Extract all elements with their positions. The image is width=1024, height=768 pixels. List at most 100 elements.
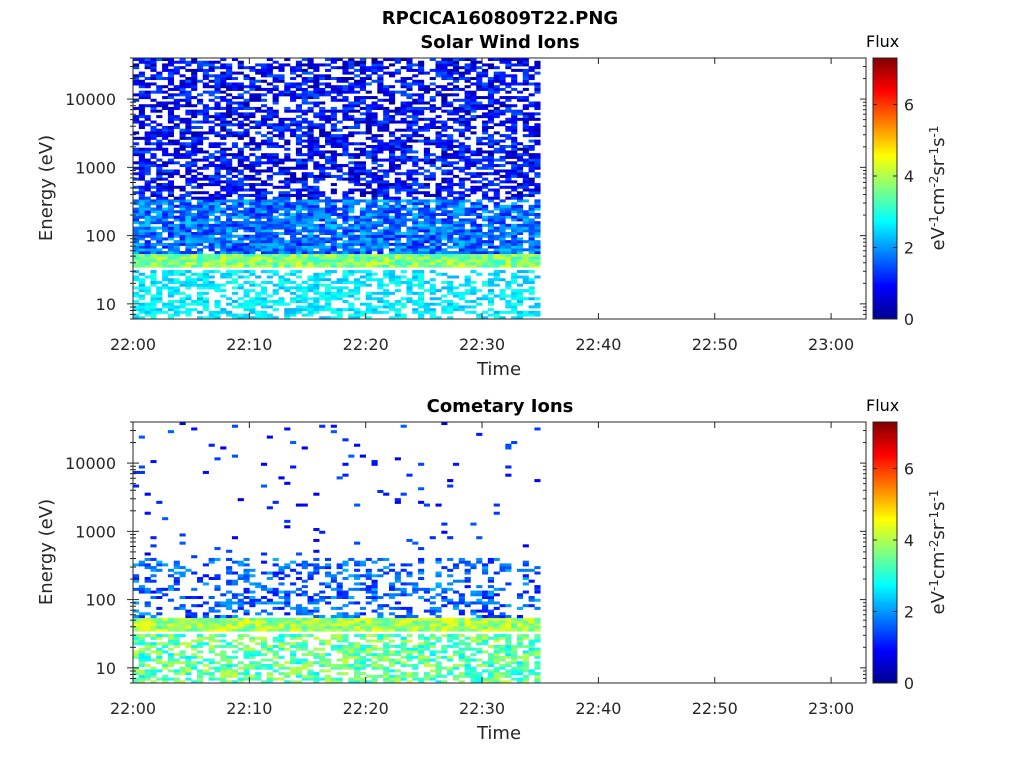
heatmap-cell (493, 264, 500, 268)
heatmap-cell (150, 634, 157, 638)
heatmap-cell (202, 237, 209, 241)
heatmap-cell (441, 280, 448, 284)
heatmap-cell (383, 109, 390, 113)
heatmap-cell (342, 210, 349, 214)
heatmap-cell (220, 96, 227, 100)
heatmap-cell (412, 202, 419, 206)
heatmap-cell (179, 98, 186, 102)
heatmap-cell (499, 174, 506, 178)
heatmap-cell (383, 106, 390, 110)
heatmap-cell (191, 204, 198, 208)
heatmap-cell (231, 96, 239, 100)
heatmap-cell (266, 204, 273, 208)
heatmap-cell (383, 218, 390, 222)
heatmap-cell (179, 669, 186, 673)
heatmap-cell (266, 71, 273, 75)
heatmap-cell (522, 212, 529, 216)
heatmap-cell (144, 240, 151, 244)
heatmap-cell (150, 234, 157, 238)
heatmap-cell (377, 68, 384, 72)
heatmap-cell (278, 191, 285, 195)
heatmap-cell (336, 215, 343, 219)
heatmap-cell (191, 232, 198, 236)
heatmap-cell (272, 202, 279, 206)
heatmap-cell (522, 199, 529, 203)
heatmap-cell (179, 240, 186, 244)
heatmap-cell (243, 270, 250, 274)
heatmap-cell (255, 109, 262, 113)
heatmap-cell (377, 85, 384, 89)
heatmap-cell (226, 120, 233, 124)
heatmap-cell (487, 226, 494, 230)
heatmap-cell (406, 139, 413, 143)
heatmap-cell (516, 297, 524, 301)
heatmap-cell (260, 237, 268, 241)
heatmap-cell (371, 58, 378, 62)
heatmap-cell (458, 202, 465, 206)
heatmap-cell (464, 158, 471, 162)
heatmap-cell (214, 666, 221, 670)
heatmap-cell (179, 566, 186, 570)
heatmap-cell (138, 655, 145, 659)
heatmap-cell (133, 253, 140, 257)
heatmap-cell (418, 60, 425, 64)
heatmap-cell (493, 183, 500, 187)
heatmap-cell (435, 66, 442, 70)
heatmap-cell (476, 79, 483, 83)
heatmap-cell (365, 253, 372, 257)
heatmap-cell (301, 117, 308, 121)
heatmap-cell (441, 101, 448, 105)
heatmap-cell (482, 215, 489, 219)
heatmap-cell (208, 115, 215, 119)
heatmap-cell (237, 101, 244, 105)
heatmap-cell (330, 248, 337, 252)
heatmap-cell (354, 90, 361, 94)
heatmap-cell (173, 123, 180, 127)
heatmap-cell (336, 58, 343, 62)
heatmap-cell (144, 308, 151, 312)
heatmap-cell (464, 155, 471, 159)
heatmap-cell (260, 142, 268, 146)
heatmap-cell (284, 253, 291, 257)
heatmap-cell (266, 253, 273, 257)
heatmap-cell (342, 150, 349, 154)
heatmap-cell (249, 237, 256, 241)
heatmap-cell (441, 85, 448, 89)
heatmap-cell (487, 93, 494, 97)
heatmap-cell (522, 215, 529, 219)
heatmap-cell (429, 139, 436, 143)
heatmap-cell (505, 63, 512, 67)
heatmap-cell (173, 98, 180, 102)
heatmap-cell (336, 199, 343, 203)
heatmap-cell (167, 294, 175, 298)
heatmap-cell (133, 650, 140, 654)
heatmap-cell (173, 587, 180, 591)
heatmap-cell (435, 218, 442, 222)
heatmap-cell (534, 112, 541, 116)
heatmap-cell (307, 283, 314, 287)
heatmap-cell (185, 90, 192, 94)
heatmap-cell (354, 161, 361, 165)
heatmap-cell (133, 207, 140, 211)
heatmap-cell (383, 174, 390, 178)
heatmap-cell (505, 125, 512, 129)
heatmap-cell (394, 145, 401, 149)
heatmap-cell (452, 109, 460, 113)
heatmap-cell (324, 139, 332, 143)
heatmap-cell (394, 199, 401, 203)
heatmap-cell (301, 185, 308, 189)
heatmap-cell (359, 313, 366, 317)
heatmap-cell (418, 199, 425, 203)
heatmap-cell (412, 226, 419, 230)
heatmap-cell (522, 82, 529, 86)
heatmap-cell (452, 210, 460, 214)
heatmap-cell (278, 286, 285, 290)
heatmap-cell (295, 270, 303, 274)
heatmap-cell (476, 74, 483, 78)
heatmap-cell (330, 202, 337, 206)
heatmap-cell (388, 275, 396, 279)
heatmap-cell (487, 82, 494, 86)
heatmap-cell (464, 177, 471, 181)
heatmap-cell (179, 623, 186, 627)
heatmap-cell (435, 245, 442, 249)
